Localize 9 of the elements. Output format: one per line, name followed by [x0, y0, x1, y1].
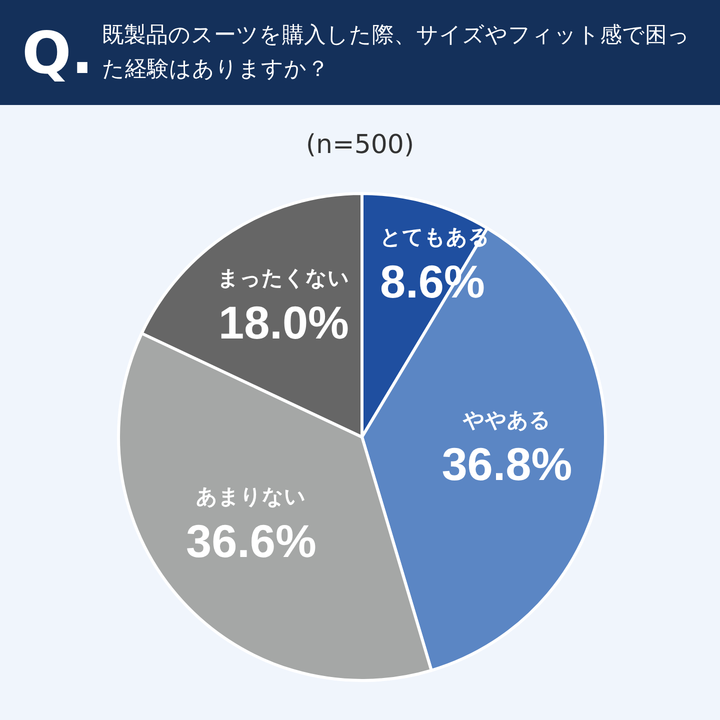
text: Q. — [22, 18, 94, 86]
chart-title: 既製品のスーツを購入した際、サイズやフィット感で困った経験はありますか？ — [102, 22, 691, 84]
slice-label: まったくない — [218, 266, 350, 290]
data-label: 18.0% — [218, 296, 349, 348]
chart-subtitle: (n=500) — [304, 130, 416, 160]
data-label: 36.8% — [442, 438, 572, 490]
slice-label: あまりない — [196, 484, 306, 509]
data-label: 36.6% — [186, 514, 316, 567]
slice-label: ややある — [462, 408, 551, 432]
